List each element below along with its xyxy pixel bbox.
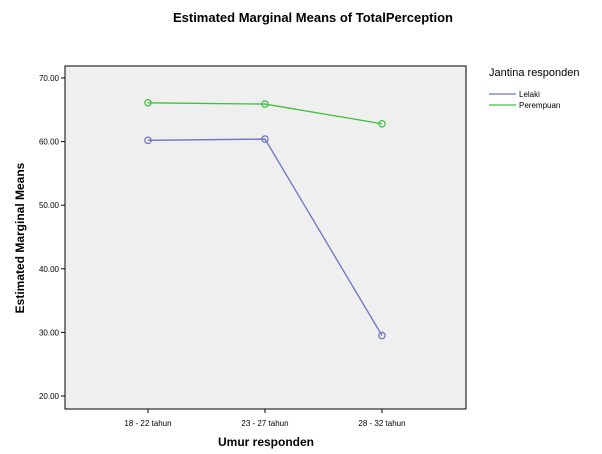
series-line-lelaki	[147, 138, 383, 336]
legend-title: Jantina responden	[489, 67, 580, 79]
legend-label: Lelaki	[519, 90, 540, 99]
x-tick-label: 28 - 32 tahun	[358, 419, 405, 428]
y-tick-label: 30.00	[39, 328, 60, 337]
series-line-perempuan	[147, 102, 383, 125]
series-layer	[144, 99, 386, 340]
x-tick-label: 18 - 22 tahun	[124, 419, 171, 428]
y-tick-label: 20.00	[39, 392, 60, 401]
data-point-perempuan	[261, 100, 269, 108]
y-tick-label: 70.00	[39, 74, 60, 83]
data-point-lelaki	[144, 136, 152, 145]
y-tick-label: 60.00	[39, 138, 60, 147]
legend: Jantina responden Lelaki Perempuan	[489, 67, 580, 110]
y-axis: 20.00 30.00 40.00 50.00 60.00 70.00	[39, 74, 65, 401]
y-tick-label: 50.00	[39, 201, 60, 210]
x-tick-label: 23 - 27 tahun	[241, 419, 288, 428]
x-axis: 18 - 22 tahun 23 - 27 tahun 28 - 32 tahun	[124, 409, 406, 428]
data-point-lelaki	[378, 331, 386, 340]
plot-area	[64, 65, 467, 410]
legend-items: Lelaki Perempuan	[489, 90, 560, 110]
data-point-lelaki	[261, 135, 269, 143]
data-point-perempuan	[378, 119, 386, 128]
data-point-perempuan	[144, 99, 152, 107]
legend-label: Perempuan	[519, 101, 560, 110]
x-axis-title: Umur responden	[218, 435, 314, 449]
chart-title: Estimated Marginal Means of TotalPercept…	[173, 10, 453, 25]
y-axis-title: Estimated Marginal Means	[13, 162, 27, 313]
y-tick-label: 40.00	[39, 265, 60, 274]
